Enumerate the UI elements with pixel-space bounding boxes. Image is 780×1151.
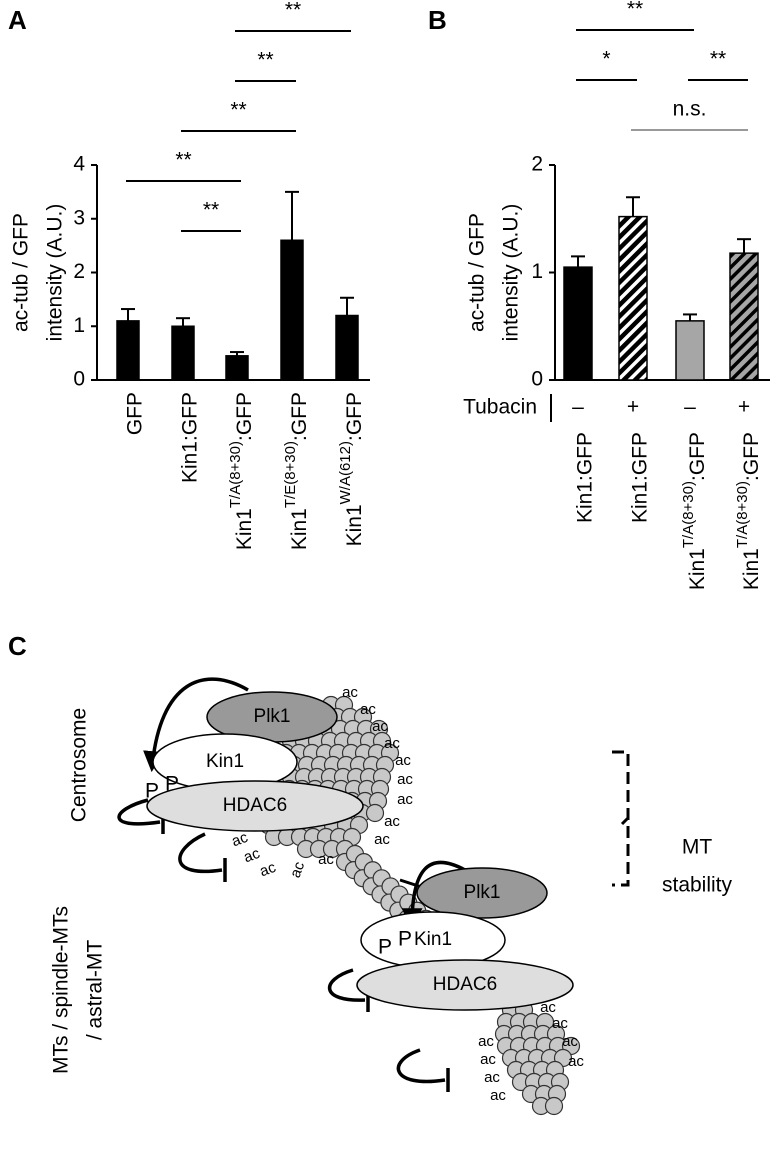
acetyl-label: ac — [374, 831, 390, 848]
y-tick-label: 0 — [531, 368, 543, 391]
protein — [416, 867, 548, 919]
protein-label: HDAC6 — [433, 974, 497, 995]
bar — [116, 320, 140, 381]
x-tick-label: Kin1T/A(8+30):GFP — [680, 432, 708, 590]
y-axis-label: intensity (A.U.) — [500, 204, 523, 342]
protein-label: Kin1 — [414, 929, 452, 950]
acetyl-label: ac — [490, 1087, 506, 1104]
y-tick-label: 4 — [73, 153, 85, 176]
bar — [225, 355, 249, 381]
bar — [675, 320, 705, 381]
bar — [618, 215, 648, 381]
acetyl-label: ac — [287, 859, 309, 880]
x-tick-label: GFP — [124, 392, 147, 435]
acetyl-label: ac — [552, 1015, 568, 1032]
y-tick-label: 1 — [73, 314, 85, 337]
outcome-label: MT — [682, 836, 712, 859]
y-tick-label: 1 — [531, 260, 543, 283]
acetyl-label: ac — [229, 829, 250, 851]
significance-label: n.s. — [673, 98, 707, 121]
location-label: MTs / spindle-MTs — [50, 906, 73, 1074]
protein-label: Plk1 — [464, 882, 501, 903]
phospho-label: P — [145, 780, 159, 803]
acetyl-label: ac — [568, 1053, 584, 1070]
acetyl-label: ac — [372, 718, 388, 735]
acetyl-label: ac — [384, 735, 400, 752]
acetyl-label: ac — [397, 791, 413, 808]
bar — [335, 314, 359, 381]
y-tick-label: 3 — [73, 206, 85, 229]
y-axis-label: intensity (A.U.) — [44, 204, 67, 342]
row-value: + — [627, 396, 639, 419]
significance-label: ** — [230, 99, 246, 122]
acetyl-label: ac — [241, 845, 262, 867]
protein — [146, 780, 364, 832]
phospho-label: P — [378, 936, 392, 959]
x-tick-label: Kin1:GFP — [574, 432, 597, 523]
x-tick-label: Kin1:GFP — [629, 432, 652, 523]
location-label: Centrosome — [68, 708, 91, 822]
y-axis-label: ac-tub / GFP — [10, 213, 33, 332]
protein-label: Kin1 — [206, 751, 244, 772]
x-tick-label: Kin1W/A(612):GFP — [337, 392, 365, 546]
acetyl-label: ac — [540, 999, 556, 1016]
phospho-label: P — [165, 773, 179, 796]
row-value: – — [572, 396, 584, 419]
y-axis-label: ac-tub / GFP — [466, 213, 489, 332]
acetyl-label: ac — [478, 1033, 494, 1050]
protein-label: Plk1 — [254, 706, 291, 727]
acetyl-label: ac — [480, 1051, 496, 1068]
phospho-label: P — [398, 928, 412, 951]
arrow — [117, 798, 161, 826]
row-value: + — [738, 396, 750, 419]
arrow — [327, 968, 366, 1002]
x-tick-label: Kin1T/E(8+30):GFP — [282, 392, 310, 550]
acetyl-label: ac — [318, 851, 334, 868]
x-tick-label: Kin1T/A(8+30):GFP — [734, 432, 762, 590]
arrow — [396, 1048, 446, 1084]
panel-label: A — [8, 5, 27, 35]
significance-label: ** — [175, 149, 191, 172]
bracket — [612, 750, 630, 887]
y-tick-label: 2 — [531, 153, 543, 176]
row-value: – — [684, 396, 696, 419]
acetyl-label: ac — [395, 752, 411, 769]
significance-label: ** — [285, 0, 301, 22]
acetyl-label: ac — [484, 1069, 500, 1086]
tubulin-bead — [544, 1096, 564, 1116]
location-label: / astral-MT — [84, 940, 107, 1041]
bar — [729, 252, 759, 381]
y-tick-label: 2 — [73, 260, 85, 283]
y-tick-label: 0 — [73, 368, 85, 391]
arrow — [178, 832, 223, 874]
significance-label: ** — [627, 0, 643, 21]
acetyl-label: ac — [360, 701, 376, 718]
acetyl-label: ac — [397, 771, 413, 788]
acetyl-label: ac — [342, 684, 358, 701]
significance-label: * — [602, 48, 610, 71]
x-tick-label: Kin1T/A(8+30):GFP — [227, 392, 255, 550]
bar — [171, 325, 195, 381]
tubulin-bead — [365, 803, 385, 823]
protein — [356, 959, 574, 1011]
panel-label: C — [8, 631, 27, 661]
protein-label: HDAC6 — [223, 795, 287, 816]
significance-label: ** — [203, 199, 219, 222]
bar — [280, 239, 304, 381]
row-label: Tubacin — [463, 396, 537, 419]
arrow — [401, 860, 466, 930]
acetyl-label: ac — [562, 1033, 578, 1050]
arrow — [143, 677, 249, 773]
significance-label: ** — [257, 49, 273, 72]
bar — [563, 266, 593, 381]
significance-label: ** — [710, 48, 726, 71]
panel-label: B — [428, 5, 447, 35]
x-tick-label: Kin1:GFP — [179, 392, 202, 483]
acetyl-label: ac — [257, 859, 278, 881]
acetyl-label: ac — [384, 813, 400, 830]
outcome-label: stability — [662, 874, 733, 897]
